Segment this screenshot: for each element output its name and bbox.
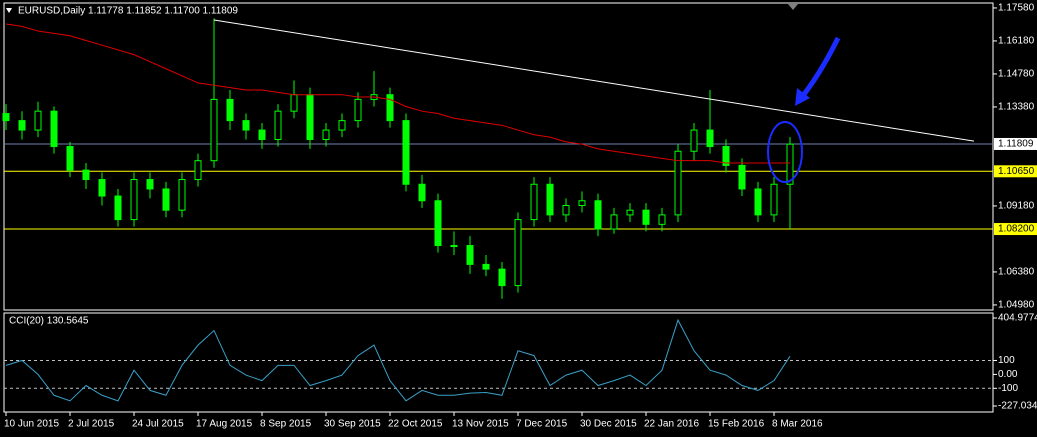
price-level-box: [994, 137, 1037, 150]
y-tick-label: 100: [998, 355, 1015, 366]
y-tick-label: 1.16180: [998, 36, 1035, 47]
candle-body: [466, 245, 474, 265]
x-tick-label: 22 Jan 2016: [644, 419, 699, 430]
main-panel: [3, 2, 994, 311]
candle-body: [738, 164, 746, 190]
candle-body: [98, 179, 106, 197]
candle-body: [450, 245, 458, 248]
candle-body: [706, 129, 714, 148]
price-level-label: 1.10650: [998, 166, 1035, 177]
candle-body: [594, 200, 602, 230]
shift-marker: [788, 4, 798, 10]
candle-body: [50, 110, 58, 148]
menu-arrow[interactable]: [6, 8, 12, 13]
x-tick-label: 22 Oct 2015: [388, 419, 443, 430]
x-tick-label: 8 Sep 2015: [260, 419, 312, 430]
candle-body: [2, 113, 10, 122]
candle-body: [562, 204, 570, 216]
price-level-box: [994, 165, 1037, 178]
y-tick-label: 0.00: [998, 369, 1018, 380]
candle-body: [386, 94, 394, 122]
x-tick-label: 7 Dec 2015: [516, 419, 568, 430]
y-tick-label: -100: [998, 383, 1018, 394]
x-tick-label: 8 Mar 2016: [772, 419, 823, 430]
candle-body: [658, 214, 666, 225]
candle-body: [610, 214, 618, 230]
candle-body: [66, 146, 74, 171]
x-tick-label: 15 Feb 2016: [708, 419, 765, 430]
candle-body: [642, 209, 650, 225]
candle-body: [130, 179, 138, 221]
trendline: [213, 19, 975, 142]
candle-body: [194, 160, 202, 181]
candle-body: [786, 143, 794, 185]
candle-body: [482, 263, 490, 270]
cci-line: [5, 318, 791, 402]
arrow-head: [795, 88, 810, 106]
highlight-ellipse: [767, 121, 803, 183]
y-tick-label: 1.09180: [998, 201, 1035, 212]
price-level-box: [994, 223, 1037, 236]
candle-body: [434, 200, 442, 247]
candle-body: [338, 120, 346, 131]
x-tick-label: 24 Jul 2015: [132, 419, 184, 430]
moving-average: [5, 23, 790, 164]
price-level-label: 1.08200: [998, 224, 1035, 235]
y-tick-label: 1.17580: [998, 3, 1035, 14]
indicator-panel: [3, 312, 994, 413]
candle-body: [274, 110, 282, 140]
candle-body: [226, 98, 234, 122]
x-tick-label: 10 Jun 2015: [4, 419, 59, 430]
candle-body: [674, 150, 682, 216]
candle-body: [258, 129, 266, 140]
x-tick-label: 13 Nov 2015: [452, 419, 509, 430]
x-tick-label: 17 Aug 2015: [196, 419, 253, 430]
indicator-title: CCI(20) 130.5645: [9, 316, 89, 327]
candle-body: [18, 120, 26, 131]
candle-body: [306, 94, 314, 140]
candle-body: [754, 188, 762, 216]
x-tick-label: 2 Jul 2015: [68, 419, 115, 430]
y-tick-label: 404.9774: [998, 313, 1037, 324]
candle-body: [578, 200, 586, 206]
candle-body: [770, 183, 778, 216]
candle-body: [146, 179, 154, 190]
chart-title: EURUSD,Daily 1.11778 1.11852 1.11700 1.1…: [18, 6, 238, 17]
y-tick-label: -227.0348: [998, 401, 1037, 412]
candle-body: [402, 120, 410, 185]
y-tick-label: 1.13380: [998, 102, 1035, 113]
candle-body: [722, 146, 730, 166]
x-tick-label: 30 Sep 2015: [324, 419, 381, 430]
candle-body: [626, 209, 634, 216]
candle-body: [354, 98, 362, 122]
candle-body: [690, 129, 698, 152]
candle-body: [514, 219, 522, 287]
candle-body: [418, 183, 426, 202]
x-tick-label: 30 Dec 2015: [580, 419, 637, 430]
candle-body: [546, 183, 554, 216]
candle-body: [82, 169, 90, 181]
candle-body: [114, 195, 122, 221]
candle-body: [530, 183, 538, 221]
candle-body: [210, 98, 218, 162]
candle-body: [162, 188, 170, 211]
y-tick-label: 1.06380: [998, 267, 1035, 278]
candle-body: [498, 268, 506, 287]
candle-body: [290, 94, 298, 112]
y-tick-label: 1.04980: [998, 300, 1035, 311]
candle-body: [178, 179, 186, 211]
y-tick-label: 1.14780: [998, 69, 1035, 80]
price-level-label: 1.11809: [998, 139, 1034, 150]
candle-body: [242, 120, 250, 131]
candle-body: [322, 129, 330, 140]
candle-body: [34, 110, 42, 131]
